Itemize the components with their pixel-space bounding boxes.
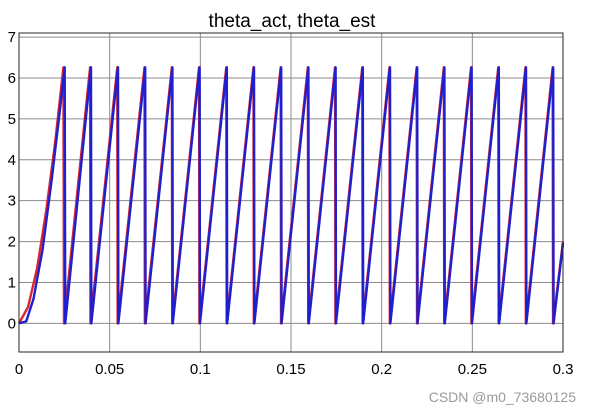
x-tick-label: 0.25 bbox=[458, 361, 487, 378]
y-tick-label: 4 bbox=[8, 152, 16, 169]
y-tick-label: 5 bbox=[8, 111, 16, 128]
x-tick-label: 0 bbox=[15, 361, 23, 378]
plot-frame bbox=[18, 32, 564, 353]
y-tick-label: 2 bbox=[8, 234, 16, 251]
y-tick-label: 6 bbox=[8, 70, 16, 87]
x-tick-label: 0.2 bbox=[371, 361, 392, 378]
series-line-1 bbox=[18, 66, 565, 325]
series-group bbox=[17, 66, 565, 325]
y-tick-label: 1 bbox=[8, 274, 16, 291]
x-tick-label: 0.3 bbox=[553, 361, 574, 378]
y-tick-label: 7 bbox=[8, 29, 16, 46]
x-tick-label: 0.1 bbox=[190, 361, 211, 378]
y-tick-label: 0 bbox=[8, 315, 16, 332]
y-tick-label: 3 bbox=[8, 193, 16, 210]
x-tick-label: 0.05 bbox=[95, 361, 124, 378]
x-tick-label: 0.15 bbox=[276, 361, 305, 378]
chart-title: theta_act, theta_est bbox=[209, 11, 377, 32]
watermark: CSDN @m0_73680125 bbox=[428, 389, 576, 405]
axis-ticks: 0 0.05 0.1 0.15 0.2 0.25 0.3 0 1 2 3 4 5 6 7 bbox=[8, 29, 574, 378]
